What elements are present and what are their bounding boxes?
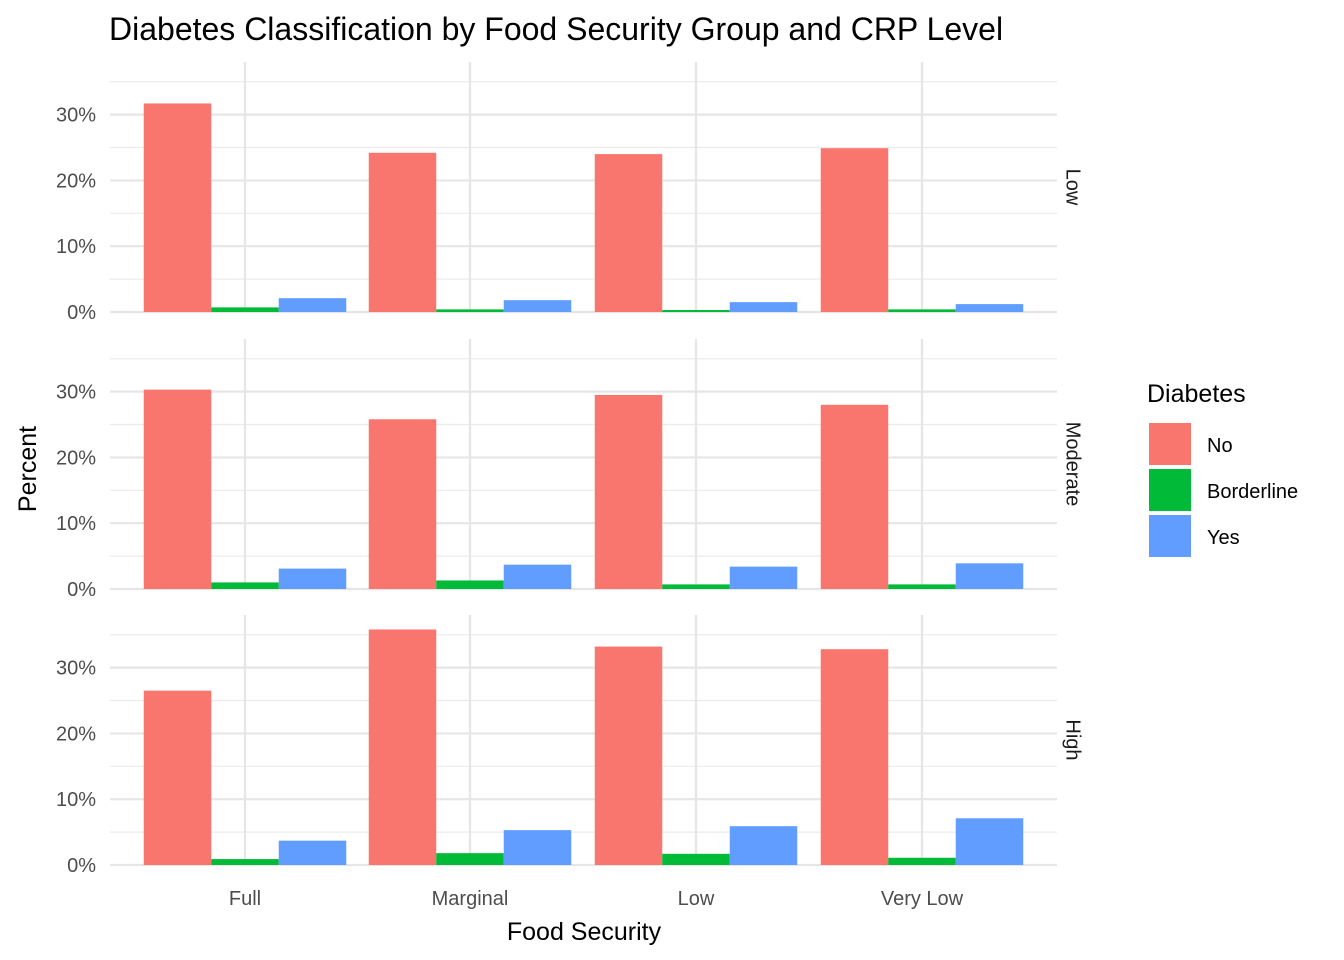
panel-low: 0% 10% 20% 30% Low [56,62,1084,324]
bar-yes-very-low [955,563,1024,589]
x-axis-title: Food Security [507,918,662,946]
bar-borderline-full [211,307,279,312]
bar-borderline-very-low [888,584,956,589]
legend-label-borderline: Borderline [1207,481,1298,503]
bar-yes-marginal [503,564,572,589]
y-tick-label: 20% [56,723,96,745]
bar-yes-full [278,298,347,312]
facet-strip-label: Moderate [1062,422,1084,507]
bar-no-very-low [820,649,889,865]
bar-borderline-marginal [436,853,504,865]
y-tick-label: 30% [56,105,96,127]
bar-no-very-low [820,404,889,589]
bar-yes-marginal [503,300,572,312]
y-tick-label: 10% [56,513,96,535]
y-tick-label: 20% [56,447,96,469]
legend-key-borderline [1149,469,1191,511]
bar-no-marginal [368,152,437,312]
y-tick-label: 20% [56,170,96,192]
bar-yes-very-low [955,304,1024,312]
bar-no-very-low [820,148,889,312]
x-tick-label: Full [229,888,261,910]
bar-yes-low [729,302,798,312]
bar-no-full [143,103,212,313]
bar-borderline-full [211,582,279,589]
bar-borderline-low [662,310,730,312]
bar-borderline-marginal [436,580,504,589]
bar-borderline-marginal [436,309,504,312]
bar-borderline-very-low [888,857,956,865]
bar-borderline-low [662,853,730,865]
y-axis-title: Percent [14,426,42,512]
x-tick-label: Marginal [432,888,509,910]
x-tick-label: Very Low [881,888,964,910]
bar-yes-low [729,826,798,865]
bar-no-marginal [368,629,437,865]
facet-strip-label: High [1062,719,1084,760]
legend-key-no [1149,423,1191,465]
x-tick-labels: Full Marginal Low Very Low [229,888,964,910]
bar-yes-very-low [955,818,1024,865]
legend-title: Diabetes [1147,380,1246,408]
bar-yes-marginal [503,830,572,865]
panel-high: 0% 10% 20% 30% High [56,615,1084,877]
y-tick-label: 0% [67,855,96,877]
panels: 0% 10% 20% 30% Low 0% 10% 20% 30% Moderate 0% 10% 20… [56,62,1084,877]
legend-label-yes: Yes [1207,527,1240,549]
y-tick-label: 30% [56,382,96,404]
bar-yes-full [278,568,347,589]
x-tick-label: Low [678,888,715,910]
bar-no-full [143,389,212,589]
bar-no-marginal [368,419,437,589]
legend-key-yes [1149,515,1191,557]
y-tick-label: 10% [56,789,96,811]
bar-borderline-low [662,584,730,589]
legend-label-no: No [1207,435,1233,457]
bar-yes-low [729,566,798,589]
y-tick-label: 10% [56,236,96,258]
bar-no-full [143,690,212,865]
legend: Diabetes No Borderline Yes [1147,380,1298,557]
bar-no-low [594,154,663,312]
bar-yes-full [278,840,347,865]
bar-borderline-full [211,859,279,865]
facet-strip-label: Low [1062,169,1084,206]
bar-borderline-very-low [888,309,956,312]
y-tick-label: 30% [56,658,96,680]
bar-no-low [594,646,663,865]
y-tick-label: 0% [67,302,96,324]
bar-no-low [594,394,663,589]
chart-title: Diabetes Classification by Food Security… [109,11,1003,47]
panel-moderate: 0% 10% 20% 30% Moderate [56,339,1084,601]
y-tick-label: 0% [67,579,96,601]
